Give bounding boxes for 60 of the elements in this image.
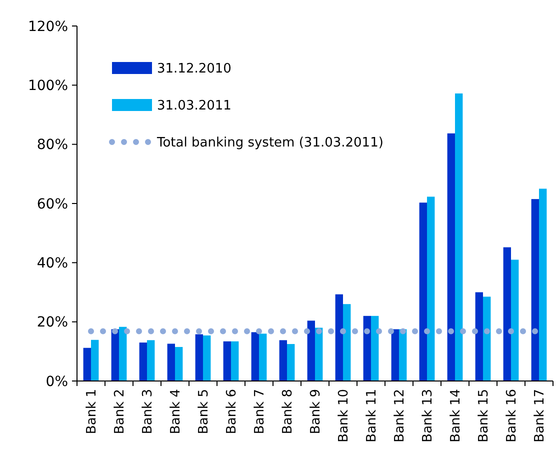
legend-label: 31.12.2010 <box>157 62 232 77</box>
bar <box>83 348 91 381</box>
bar <box>447 133 455 381</box>
bar <box>399 329 407 381</box>
bar <box>511 260 519 381</box>
x-tick-label: Bank 4 <box>168 389 184 434</box>
x-tick-label: Bank 1 <box>84 389 100 434</box>
bar <box>223 341 231 381</box>
bar <box>167 344 175 381</box>
x-tick-label: Bank 6 <box>224 389 240 434</box>
bar <box>427 196 435 381</box>
x-tick-label: Bank 2 <box>112 389 128 434</box>
bar <box>195 334 203 381</box>
y-tick-label: 0% <box>46 374 68 390</box>
legend-label: Total banking system (31.03.2011) <box>156 136 384 151</box>
x-tick-label: Bank 5 <box>196 389 212 434</box>
bar <box>371 316 379 381</box>
bar <box>419 202 427 381</box>
bar <box>503 247 511 381</box>
bar <box>119 326 127 381</box>
bar <box>203 335 211 381</box>
y-tick-label: 40% <box>36 256 68 272</box>
bar <box>335 294 343 381</box>
x-tick-label: Bank 11 <box>364 389 380 442</box>
x-tick-label: Bank 13 <box>420 389 436 442</box>
y-tick-label: 20% <box>36 314 68 331</box>
bar <box>259 334 267 381</box>
bar <box>475 292 483 381</box>
bar <box>539 188 547 381</box>
y-tick-label: 60% <box>36 196 68 212</box>
bar <box>231 341 239 381</box>
bar <box>455 93 463 381</box>
bar <box>175 346 183 381</box>
y-tick-label: 80% <box>36 137 68 154</box>
x-tick-label: Bank 3 <box>140 389 156 434</box>
bar <box>147 340 155 381</box>
x-tick-label: Bank 17 <box>532 389 548 442</box>
bar <box>139 342 147 381</box>
x-tick-label: Bank 12 <box>392 389 408 442</box>
bar <box>531 199 539 381</box>
bar <box>307 320 315 381</box>
bar <box>279 340 287 381</box>
x-tick-label: Bank 10 <box>336 389 352 442</box>
bar <box>251 332 259 381</box>
bar <box>483 296 491 381</box>
x-tick-label: Bank 14 <box>448 389 464 442</box>
x-tick-label: Bank 7 <box>252 389 268 434</box>
bar <box>363 316 371 381</box>
bar <box>111 329 119 381</box>
legend-label: 31.03.2011 <box>157 98 232 114</box>
y-tick-label: 100% <box>28 78 68 94</box>
bar <box>391 329 399 381</box>
bar <box>343 304 351 381</box>
x-tick-label: Bank 9 <box>308 389 324 434</box>
x-tick-label: Bank 16 <box>504 389 520 442</box>
bar <box>287 344 295 381</box>
x-tick-label: Bank 8 <box>280 389 296 434</box>
y-tick-label: 120% <box>28 18 68 35</box>
bar <box>91 340 99 381</box>
x-tick-label: Bank 15 <box>476 389 492 442</box>
